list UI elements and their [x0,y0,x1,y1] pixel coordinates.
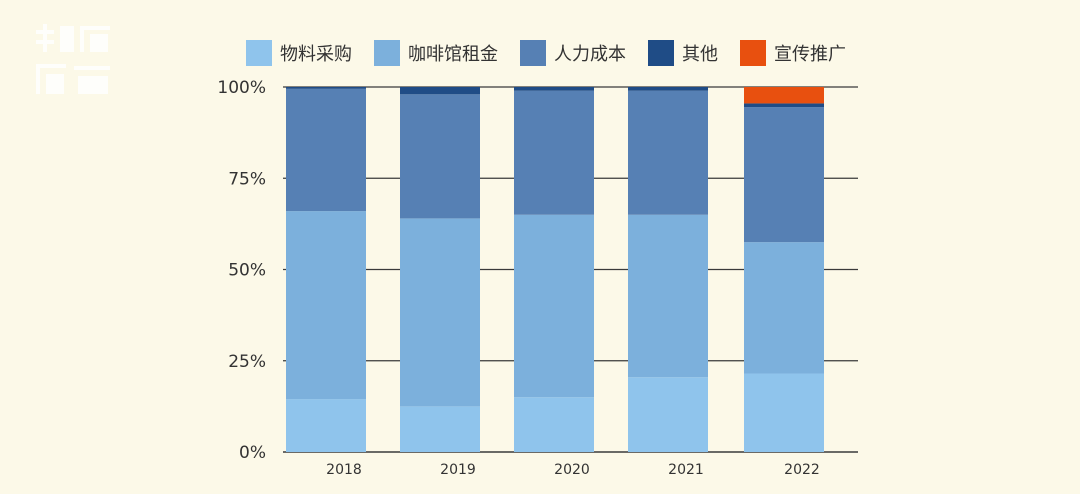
bar-segment [744,103,824,108]
y-tick-label: 50% [228,261,266,281]
legend-label: 宣传推广 [774,44,846,65]
legend-item: 人力成本 [520,40,626,66]
bar-segment [400,87,480,95]
y-tick-label: 75% [228,169,266,189]
y-tick-label: 25% [228,352,266,372]
legend-label: 人力成本 [554,44,626,65]
bar-segment [628,90,708,215]
bar-segment [744,373,824,452]
bar-segment [400,406,480,452]
x-tick-label: 2020 [554,462,590,478]
bar-segment [514,397,594,452]
bar-segment [514,90,594,215]
bar-segment [628,87,708,91]
x-tick-label: 2018 [326,462,362,478]
legend-swatch [246,40,272,66]
legend: 物料采购 咖啡馆租金 人力成本 其他 宣传推广 [246,38,868,68]
bar-segment [400,94,480,219]
y-tick-label: 100% [217,78,266,98]
x-tick-label: 2022 [784,462,820,478]
legend-item: 物料采购 [246,40,352,66]
x-tick-label: 2019 [440,462,476,478]
legend-label: 咖啡馆租金 [408,44,498,65]
legend-item: 其他 [648,40,718,66]
legend-label: 物料采购 [280,44,352,65]
bar-segment [286,88,366,212]
legend-swatch [520,40,546,66]
bar-segment [514,87,594,91]
y-tick-label: 0% [239,443,266,463]
bar-segment [514,214,594,398]
bar-segment [286,399,366,452]
legend-item: 咖啡馆租金 [374,40,498,66]
bar-segment [744,242,824,374]
bar-segment [744,87,824,104]
legend-item: 宣传推广 [740,40,846,66]
bar-segment [400,218,480,407]
bar-segment [286,211,366,400]
bar-segment [628,214,708,378]
watermark-logo [36,24,110,94]
legend-swatch [374,40,400,66]
legend-label: 其他 [682,44,718,65]
legend-swatch [648,40,674,66]
legend-swatch [740,40,766,66]
bar-segment [286,87,366,89]
x-tick-label: 2021 [668,462,704,478]
bar-segment [744,107,824,243]
bar-segment [628,377,708,452]
